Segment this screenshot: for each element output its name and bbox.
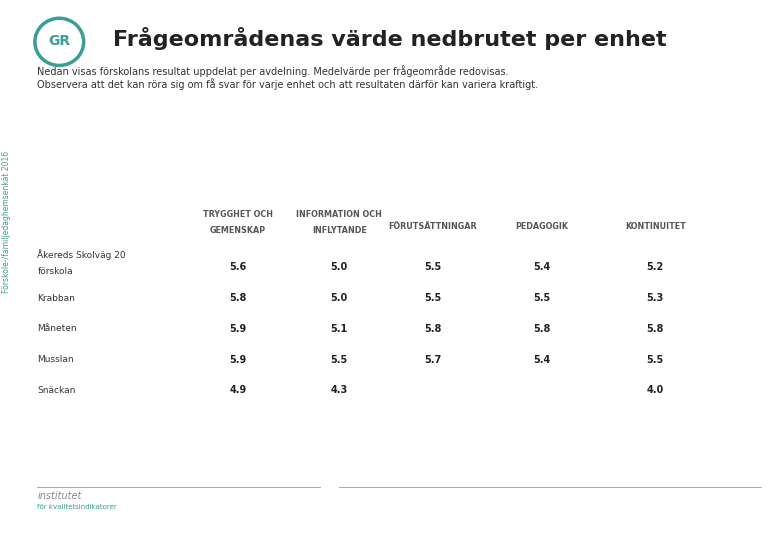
Text: INFORMATION OCH: INFORMATION OCH bbox=[296, 210, 382, 219]
Text: KONTINUITET: KONTINUITET bbox=[625, 222, 686, 231]
Text: förskola: förskola bbox=[37, 267, 73, 276]
Text: 5.5: 5.5 bbox=[424, 262, 441, 272]
Text: Musslan: Musslan bbox=[37, 355, 74, 364]
Text: TRYGGHET OCH: TRYGGHET OCH bbox=[203, 210, 273, 219]
Text: 4.3: 4.3 bbox=[331, 386, 348, 395]
Text: 5.8: 5.8 bbox=[647, 324, 664, 334]
Text: 5.6: 5.6 bbox=[229, 262, 246, 272]
Text: för kvalitetsindikatorer: för kvalitetsindikatorer bbox=[37, 503, 117, 510]
Text: FÖRUTSÄTTNINGAR: FÖRUTSÄTTNINGAR bbox=[388, 222, 477, 231]
Text: Frågeområdenas värde nedbrutet per enhet: Frågeområdenas värde nedbrutet per enhet bbox=[113, 28, 667, 50]
Text: 5.7: 5.7 bbox=[424, 355, 441, 365]
Text: 4.0: 4.0 bbox=[647, 386, 664, 395]
Text: INFLYTANDE: INFLYTANDE bbox=[312, 226, 367, 235]
Text: 5.0: 5.0 bbox=[331, 262, 348, 272]
Text: PEDAGOGIK: PEDAGOGIK bbox=[516, 222, 569, 231]
Text: 5.0: 5.0 bbox=[331, 293, 348, 303]
Text: 5.9: 5.9 bbox=[229, 355, 246, 365]
Text: Observera att det kan röra sig om få svar för varje enhet och att resultaten där: Observera att det kan röra sig om få sva… bbox=[37, 78, 538, 90]
Text: 5.5: 5.5 bbox=[647, 355, 664, 365]
Text: 5.5: 5.5 bbox=[331, 355, 348, 365]
Text: 5.9: 5.9 bbox=[229, 324, 246, 334]
Text: 5.8: 5.8 bbox=[534, 324, 551, 334]
Text: institutet: institutet bbox=[37, 491, 82, 501]
Text: Nedan visas förskolans resultat uppdelat per avdelning. Medelvärde per frågeområ: Nedan visas förskolans resultat uppdelat… bbox=[37, 65, 509, 77]
Text: 5.8: 5.8 bbox=[229, 293, 246, 303]
Text: 5.5: 5.5 bbox=[424, 293, 441, 303]
Text: Åkereds Skolväg 20: Åkereds Skolväg 20 bbox=[37, 249, 126, 260]
Text: Förskole-/familjedaghemsenkät 2016: Förskole-/familjedaghemsenkät 2016 bbox=[2, 151, 11, 293]
Text: 5.1: 5.1 bbox=[331, 324, 348, 334]
Text: GR: GR bbox=[48, 34, 70, 48]
Text: 5.3: 5.3 bbox=[647, 293, 664, 303]
Text: 5.2: 5.2 bbox=[647, 262, 664, 272]
Text: 5.8: 5.8 bbox=[424, 324, 441, 334]
Text: GEMENSKAP: GEMENSKAP bbox=[210, 226, 266, 235]
Text: Snäckan: Snäckan bbox=[37, 386, 76, 395]
Text: Måneten: Måneten bbox=[37, 325, 77, 333]
Text: 5.4: 5.4 bbox=[534, 355, 551, 365]
Text: 4.9: 4.9 bbox=[229, 386, 246, 395]
Text: 5.4: 5.4 bbox=[534, 262, 551, 272]
Text: 5.5: 5.5 bbox=[534, 293, 551, 303]
Text: Krabban: Krabban bbox=[37, 294, 76, 302]
